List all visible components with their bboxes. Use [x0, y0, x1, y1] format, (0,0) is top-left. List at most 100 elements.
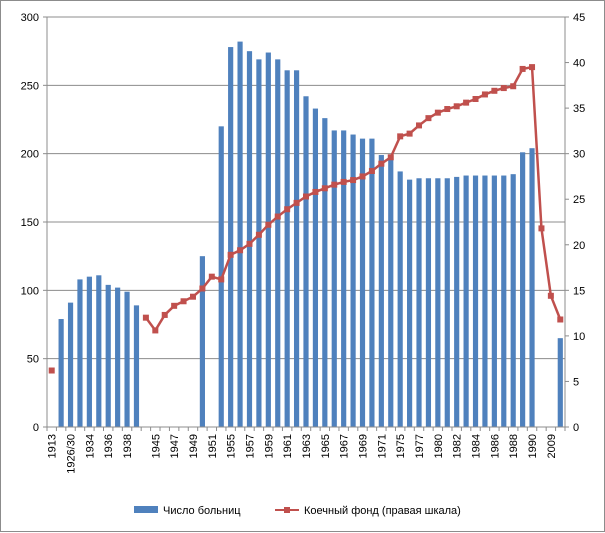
bar	[472, 175, 479, 427]
line-point	[350, 177, 357, 184]
line-point	[359, 173, 366, 180]
bar	[482, 175, 488, 427]
bar	[425, 178, 432, 427]
bar	[293, 70, 300, 428]
x-tick-label: 1980	[433, 434, 445, 458]
line-point	[284, 206, 291, 213]
line-point	[171, 302, 178, 309]
x-tick-label: 1938	[122, 434, 134, 458]
bar	[444, 178, 450, 427]
line-point	[397, 133, 404, 140]
line-point	[208, 273, 215, 280]
bar	[58, 319, 64, 427]
x-tick-label: 1984	[471, 434, 483, 458]
bar	[557, 338, 563, 427]
bar	[256, 59, 262, 427]
bar	[397, 171, 403, 427]
bar	[124, 291, 130, 427]
line-point	[378, 160, 385, 167]
x-tick-label: 1961	[282, 434, 294, 458]
line-point	[434, 109, 441, 116]
line-point	[529, 64, 536, 71]
line-point	[547, 292, 554, 299]
bar	[407, 179, 413, 427]
line-point	[368, 167, 375, 174]
bar	[510, 174, 516, 427]
bar	[105, 284, 111, 427]
line-point	[557, 316, 564, 323]
legend-label-bars: Число больниц	[163, 505, 241, 517]
bar	[491, 175, 497, 427]
line-point	[491, 87, 498, 94]
bar	[416, 178, 422, 427]
x-tick-label: 1955	[226, 434, 238, 458]
bar	[199, 256, 205, 427]
bar	[265, 52, 271, 428]
left-tick-label: 50	[27, 354, 39, 366]
line-point	[189, 293, 196, 300]
right-tick-label: 0	[573, 422, 579, 434]
right-tick-label: 45	[573, 12, 585, 24]
left-axis-ticks: 0 50 100 150 200 250 300	[21, 12, 47, 434]
x-tick-label: 2009	[546, 434, 558, 458]
bar	[378, 155, 384, 428]
line-point	[312, 188, 319, 195]
right-tick-label: 25	[573, 194, 585, 206]
x-tick-label: 1986	[489, 434, 501, 458]
bar-series	[58, 41, 563, 428]
bar	[96, 275, 102, 427]
line-point	[538, 225, 545, 232]
line-point	[237, 247, 244, 254]
line-point	[519, 65, 526, 72]
bar	[284, 70, 290, 428]
legend-swatch-bars	[134, 506, 158, 513]
x-axis-ticks: 1913 1926/30 1934 1936 1938 1945 1947 1949 1951 1…	[46, 427, 566, 474]
left-tick-label: 150	[21, 217, 39, 229]
line-point	[161, 311, 168, 318]
legend: Число больниц Коечный фонд (правая шкала…	[134, 505, 461, 517]
x-tick-label: 1957	[244, 434, 256, 458]
bar	[228, 47, 234, 428]
line-point	[265, 221, 272, 228]
line-point	[180, 298, 187, 305]
bar	[463, 175, 469, 427]
x-tick-label: 1975	[395, 434, 407, 458]
x-tick-label: 1951	[207, 434, 219, 458]
bar	[67, 302, 74, 427]
bar	[303, 96, 309, 428]
bar	[350, 134, 356, 428]
bar	[369, 138, 375, 427]
right-axis-ticks: 0 5 10 15 20 25 30 35 40 45	[565, 12, 585, 434]
right-tick-label: 40	[573, 58, 585, 70]
line-point	[500, 85, 507, 92]
bar	[454, 176, 460, 427]
bar	[529, 148, 535, 427]
bar	[246, 51, 253, 428]
left-tick-label: 300	[21, 12, 39, 24]
line-point	[463, 99, 470, 106]
line-point	[444, 106, 451, 113]
line-point	[142, 314, 149, 321]
line-point	[246, 240, 253, 247]
bar	[331, 130, 337, 427]
bar	[115, 287, 121, 427]
line-point	[481, 91, 488, 98]
x-tick-label: 1977	[414, 434, 426, 458]
line-point	[303, 193, 309, 200]
line-point	[510, 83, 517, 90]
bar	[312, 108, 319, 428]
x-tick-label: 1945	[150, 434, 162, 458]
bar	[322, 118, 328, 427]
line-point	[274, 213, 281, 220]
legend-marker-line	[284, 507, 290, 513]
x-tick-label: 1982	[452, 434, 464, 458]
x-tick-label: 1959	[263, 434, 275, 458]
x-tick-label: 1963	[301, 434, 313, 458]
line-point	[293, 199, 300, 206]
bar	[520, 152, 526, 428]
line-point	[472, 96, 479, 102]
right-tick-label: 35	[573, 103, 585, 115]
bar	[435, 178, 441, 427]
right-tick-label: 5	[573, 376, 579, 388]
x-tick-label: 1926/30	[66, 434, 78, 474]
